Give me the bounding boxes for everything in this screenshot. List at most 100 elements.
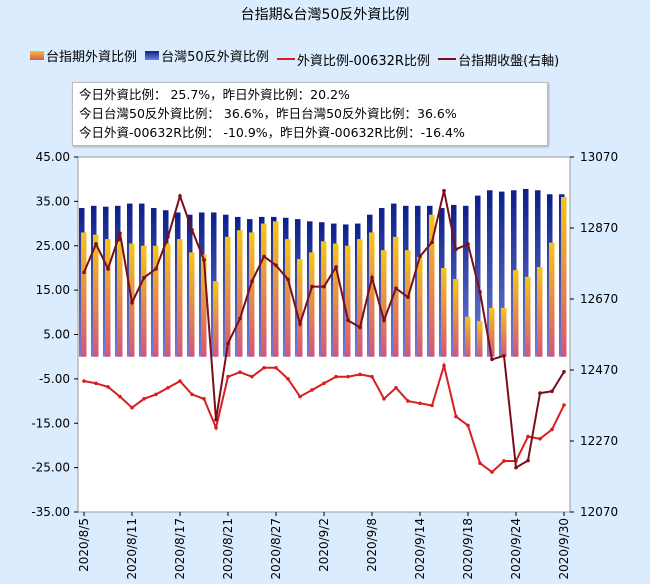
point-index-close xyxy=(166,235,170,239)
bar-foreign xyxy=(524,276,531,357)
point-index-close xyxy=(466,242,470,246)
point-00632r xyxy=(478,461,482,465)
point-00632r xyxy=(130,405,134,410)
point-index-close xyxy=(106,267,110,271)
point-00632r xyxy=(490,470,494,474)
point-index-close xyxy=(550,389,554,394)
x-tick-label: 2020/8/21 xyxy=(221,518,235,580)
point-index-close xyxy=(118,231,122,236)
point-00632r xyxy=(178,379,182,383)
point-00632r xyxy=(418,401,422,406)
y-right-tick-label: 12670 xyxy=(580,292,618,306)
bar-foreign xyxy=(416,256,423,357)
info-line-foreign: 今日外資比例： 25.7%，昨日外資比例：20.2% xyxy=(79,87,350,102)
bar-foreign xyxy=(476,321,483,357)
chart-title: 台指期&台灣50反外資比例 xyxy=(240,7,410,23)
point-index-close xyxy=(262,254,266,259)
bar-tw50 xyxy=(498,191,505,357)
point-index-close xyxy=(94,242,98,246)
point-00632r xyxy=(106,385,110,389)
y-right-tick-label: 13070 xyxy=(580,150,618,164)
bar-foreign xyxy=(152,245,159,357)
bar-foreign xyxy=(104,239,111,357)
x-tick-label: 2020/8/5 xyxy=(77,518,91,572)
point-index-close xyxy=(370,275,374,280)
point-index-close xyxy=(274,263,278,268)
x-tick-label: 2020/9/2 xyxy=(317,518,331,572)
bar-tw50 xyxy=(462,205,469,357)
point-index-close xyxy=(82,270,86,275)
x-tick-label: 2020/9/14 xyxy=(413,518,427,580)
bar-tw50 xyxy=(522,188,529,357)
bar-foreign xyxy=(380,250,387,357)
x-tick-label: 2020/8/11 xyxy=(125,518,139,580)
info-line-tw50: 今日台灣50反外資比例： 36.6%，昨日台灣50反外資比例：36.6% xyxy=(79,106,457,121)
bar-foreign xyxy=(188,252,195,357)
bar-foreign xyxy=(296,259,303,357)
bar-foreign xyxy=(488,307,495,357)
point-00632r xyxy=(142,397,146,401)
y-right-tick-label: 12870 xyxy=(580,221,618,235)
bar-foreign xyxy=(212,281,219,357)
bar-tw50 xyxy=(486,190,493,357)
point-00632r xyxy=(202,397,206,401)
bar-foreign xyxy=(464,316,471,357)
bar-foreign xyxy=(452,279,459,357)
point-00632r xyxy=(94,381,98,386)
legend-item-tw50: 台灣50反外資比例 xyxy=(145,46,269,65)
bar-foreign xyxy=(80,232,87,357)
legend-label-index-close: 台指期收盤(右軸) xyxy=(458,53,560,69)
point-00632r xyxy=(334,374,338,379)
point-00632r xyxy=(406,399,410,403)
point-00632r xyxy=(430,403,434,408)
legend-item-index-close: 台指期收盤(右軸) xyxy=(438,50,559,69)
legend-item-foreign: 台指期外資比例 xyxy=(30,46,137,65)
legend-swatch-00632r xyxy=(276,58,295,60)
point-index-close xyxy=(238,316,242,321)
point-index-close xyxy=(154,267,158,271)
y-right-tick-label: 12270 xyxy=(580,434,618,448)
point-index-close xyxy=(130,300,134,305)
point-index-close xyxy=(394,286,398,291)
bar-foreign xyxy=(164,243,171,357)
x-tick-label: 2020/9/8 xyxy=(365,518,379,572)
bar-foreign xyxy=(548,242,555,357)
y-left-tick-label: 35.00 xyxy=(36,194,70,208)
point-00632r xyxy=(238,370,242,375)
y-left-tick-label: 5.00 xyxy=(43,328,70,342)
point-index-close xyxy=(202,258,206,262)
point-00632r xyxy=(370,374,374,379)
x-tick-label: 2020/8/27 xyxy=(269,518,283,580)
bar-foreign xyxy=(200,254,207,357)
legend-label-00632r: 外資比例-00632R比例 xyxy=(296,53,430,69)
bar-foreign xyxy=(440,267,447,357)
point-index-close xyxy=(346,318,350,323)
y-left-tick-label: -15.00 xyxy=(31,416,70,430)
bar-foreign xyxy=(176,239,183,357)
point-index-close xyxy=(442,188,446,193)
point-00632r xyxy=(322,381,326,386)
y-left-tick-label: -35.00 xyxy=(31,505,70,519)
bar-foreign xyxy=(368,232,375,357)
point-index-close xyxy=(190,227,194,232)
y-left-tick-label: -5.00 xyxy=(39,372,70,386)
bar-foreign xyxy=(356,239,363,357)
point-index-close xyxy=(454,247,458,252)
point-00632r xyxy=(562,403,566,407)
point-00632r xyxy=(310,388,314,392)
y-left-tick-label: 15.00 xyxy=(36,283,70,297)
point-00632r xyxy=(214,425,218,430)
legend-label-tw50: 台灣50反外資比例 xyxy=(161,50,269,65)
bar-foreign xyxy=(344,245,351,357)
x-tick-label: 2020/9/18 xyxy=(461,518,475,580)
point-index-close xyxy=(562,369,566,374)
point-index-close xyxy=(322,284,326,289)
bar-foreign xyxy=(512,270,519,357)
bar-foreign xyxy=(224,236,231,357)
bar-foreign xyxy=(308,252,315,357)
point-00632r xyxy=(190,392,194,397)
point-00632r xyxy=(298,394,302,399)
y-left-tick-label: -25.00 xyxy=(31,461,70,475)
point-00632r xyxy=(442,363,446,368)
